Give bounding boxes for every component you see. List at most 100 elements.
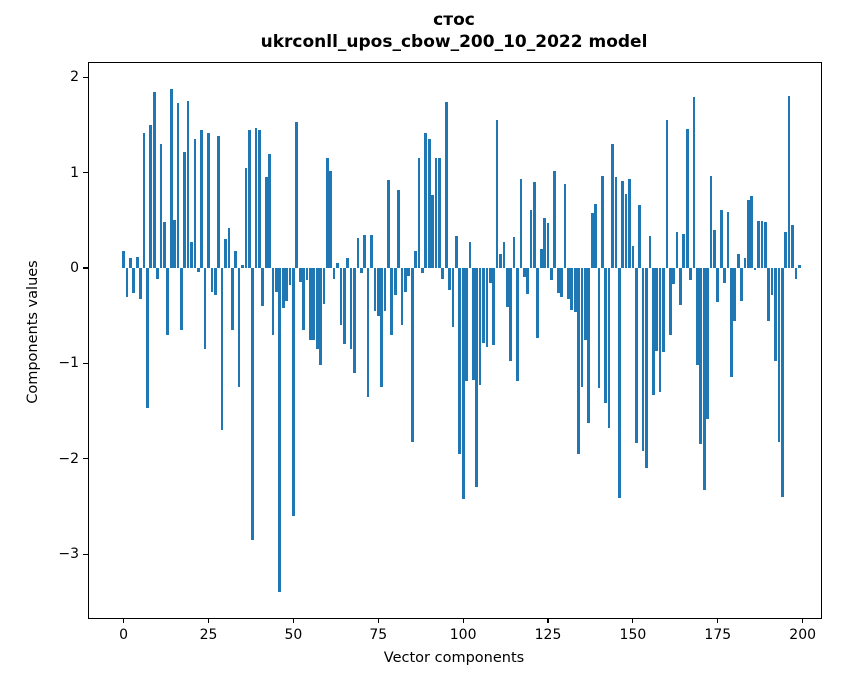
bar xyxy=(179,268,183,330)
bar xyxy=(624,193,628,268)
bar xyxy=(791,225,794,269)
bar xyxy=(648,235,652,268)
bar xyxy=(753,268,757,270)
bar xyxy=(169,88,173,269)
x-tick xyxy=(802,618,804,623)
bar xyxy=(645,268,648,469)
bar xyxy=(675,231,679,269)
bar xyxy=(794,268,798,280)
bar xyxy=(774,268,777,362)
x-tick-label: 0 xyxy=(119,627,129,643)
bar xyxy=(383,268,387,311)
bar xyxy=(125,268,129,297)
y-tick-label: −2 xyxy=(58,450,79,467)
bar xyxy=(757,221,760,269)
bar xyxy=(275,268,278,292)
bar xyxy=(522,268,526,277)
bar xyxy=(312,268,316,340)
bar xyxy=(570,268,574,310)
bar xyxy=(543,218,546,269)
bar xyxy=(492,268,496,346)
bar xyxy=(152,91,156,269)
bar xyxy=(505,268,509,308)
bar xyxy=(750,195,754,269)
bar xyxy=(421,268,424,273)
axes: 0 25 50 75 100 125 150 175 200 2 1 0 −1 −2 −3 xyxy=(58,62,822,643)
bar xyxy=(709,175,713,269)
bar xyxy=(176,103,180,269)
bar xyxy=(302,268,305,330)
bar xyxy=(512,236,516,269)
bar xyxy=(550,268,553,281)
bar xyxy=(342,268,346,345)
bar xyxy=(787,96,791,269)
bar xyxy=(149,124,153,268)
bar xyxy=(400,268,404,326)
x-tick-label: 200 xyxy=(789,627,817,643)
bar xyxy=(329,170,333,269)
bar xyxy=(617,268,621,498)
bar xyxy=(224,239,227,269)
bar xyxy=(244,167,248,269)
bar xyxy=(563,184,567,269)
bar xyxy=(305,268,309,281)
bar xyxy=(763,222,767,269)
y-tick xyxy=(83,362,88,364)
bar xyxy=(292,268,295,516)
bar xyxy=(696,268,699,366)
x-tick-label: 175 xyxy=(704,627,732,643)
bar xyxy=(740,268,743,302)
bar xyxy=(475,268,479,488)
bar xyxy=(689,268,692,281)
bar xyxy=(322,268,326,305)
bar xyxy=(404,268,407,292)
bar xyxy=(315,268,319,350)
bar xyxy=(611,144,614,269)
bar xyxy=(597,268,601,389)
bar xyxy=(482,268,485,344)
bar xyxy=(234,250,238,269)
y-tick-label: −3 xyxy=(58,546,79,563)
bar xyxy=(146,268,149,409)
bar xyxy=(268,153,271,268)
bar xyxy=(631,246,635,268)
y-tick-label: 2 xyxy=(70,69,79,86)
bar xyxy=(672,268,675,285)
bar xyxy=(319,268,322,366)
bar xyxy=(706,268,709,419)
y-tick-label: −1 xyxy=(58,355,79,372)
bar xyxy=(461,268,465,499)
bar xyxy=(784,231,788,269)
bar xyxy=(733,268,737,322)
bar xyxy=(281,268,285,309)
bar xyxy=(407,268,411,276)
bar xyxy=(264,177,268,268)
y-tick-label: 1 xyxy=(70,164,79,181)
bar xyxy=(723,268,726,284)
bar xyxy=(298,268,302,283)
bar xyxy=(410,268,414,442)
bar xyxy=(594,204,597,268)
bar xyxy=(247,129,251,269)
bar xyxy=(173,220,176,269)
bar xyxy=(387,180,390,268)
bar xyxy=(621,181,625,269)
bar xyxy=(682,233,686,269)
bar xyxy=(536,268,540,338)
bar xyxy=(288,268,292,286)
bar xyxy=(261,268,265,307)
y-tick xyxy=(83,458,88,460)
bar xyxy=(468,242,472,269)
bar xyxy=(584,268,587,341)
bar xyxy=(736,253,740,269)
bar xyxy=(614,177,618,268)
bar xyxy=(746,200,750,269)
bar xyxy=(370,234,373,269)
bar xyxy=(465,268,468,381)
bar xyxy=(577,268,580,454)
bar xyxy=(200,129,204,269)
bar xyxy=(560,268,563,297)
bar xyxy=(186,101,190,268)
bar xyxy=(587,268,591,424)
